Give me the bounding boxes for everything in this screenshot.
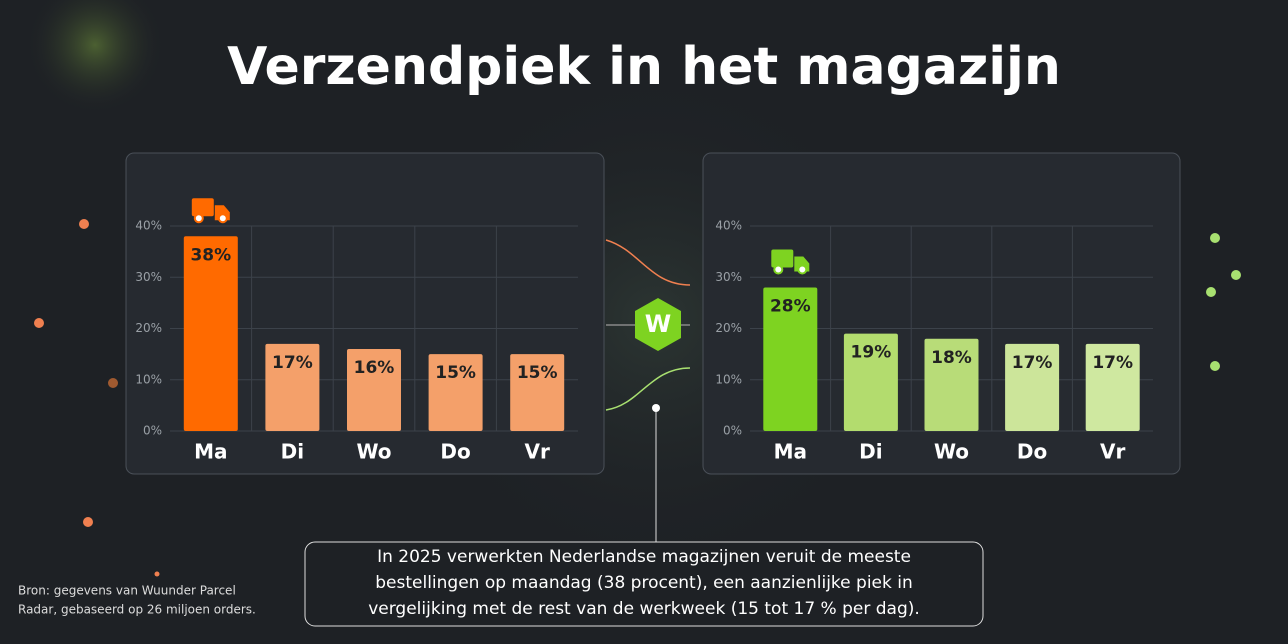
x-tick-label: Do: [440, 440, 470, 464]
bar: [1085, 343, 1140, 431]
logo-letter: W: [645, 310, 671, 338]
bar: [265, 343, 320, 431]
value-label: 19%: [851, 343, 892, 363]
x-tick-label: Di: [281, 440, 304, 464]
dots: [34, 219, 160, 577]
truck-icon: [797, 264, 808, 275]
source: Bron: gegevens van Wuunder Parcel Radar,…: [18, 584, 256, 617]
source-line: Radar, gebaseerd op 26 miljoen orders.: [18, 603, 256, 617]
value-label: 17%: [1012, 353, 1053, 373]
y-tick-label: 0%: [143, 424, 162, 438]
glow: [25, 0, 165, 115]
bar: [763, 287, 818, 431]
value-label: 17%: [272, 353, 313, 373]
bar: [1005, 343, 1060, 431]
note-line: In 2025 verwerkten Nederlandse magazijne…: [377, 547, 911, 567]
value-label: 15%: [517, 363, 558, 383]
value-label: 38%: [190, 245, 231, 265]
x-tick-label: Ma: [774, 440, 807, 464]
value-label: 16%: [354, 358, 395, 378]
x-tick-label: Wo: [934, 440, 969, 464]
y-tick-label: 10%: [715, 372, 742, 386]
bar: [183, 236, 238, 431]
bar: [428, 354, 483, 431]
value-label: 15%: [435, 363, 476, 383]
panel: [702, 152, 1181, 475]
truck-icon: [191, 198, 214, 217]
source-line: Bron: gegevens van Wuunder Parcel: [18, 584, 236, 598]
note: In 2025 verwerkten Nederlandse magazijne…: [368, 547, 920, 619]
x-tick-label: Ma: [194, 440, 227, 464]
y-tick-label: 20%: [135, 321, 162, 335]
x-tick-label: Vr: [525, 440, 550, 464]
y-tick-label: 30%: [135, 270, 162, 284]
y-tick-label: 20%: [715, 321, 742, 335]
value-label: 28%: [770, 297, 811, 317]
x-tick-label: Wo: [356, 440, 391, 464]
note-line: bestellingen op maandag (38 procent), ee…: [375, 573, 913, 593]
note-line: vergelijking met de rest van de werkweek…: [368, 599, 920, 619]
truck-icon: [217, 213, 228, 224]
truck-icon: [771, 249, 794, 268]
truck-icon: [193, 213, 204, 224]
note-box: [304, 541, 984, 627]
value-label: 17%: [1092, 353, 1133, 373]
panel: [125, 152, 605, 475]
truck-icon: [773, 264, 784, 275]
x-tick-label: Do: [1017, 440, 1047, 464]
dots-green: [1206, 233, 1241, 371]
bar: [510, 354, 565, 431]
connector-dot: [652, 404, 660, 412]
y-tick-label: 10%: [135, 372, 162, 386]
y-tick-label: 40%: [715, 219, 742, 233]
bar: [843, 333, 898, 431]
y-tick-label: 0%: [723, 424, 742, 438]
x-tick-label: Di: [859, 440, 882, 464]
x-tick-label: Vr: [1100, 440, 1125, 464]
value-label: 18%: [931, 348, 972, 368]
bar: [924, 338, 979, 431]
y-tick-label: 40%: [135, 219, 162, 233]
logo: [635, 298, 681, 351]
bar: [347, 349, 401, 431]
y-tick-label: 30%: [715, 270, 742, 284]
title: Verzendpiek in het magazijn: [227, 37, 1061, 97]
